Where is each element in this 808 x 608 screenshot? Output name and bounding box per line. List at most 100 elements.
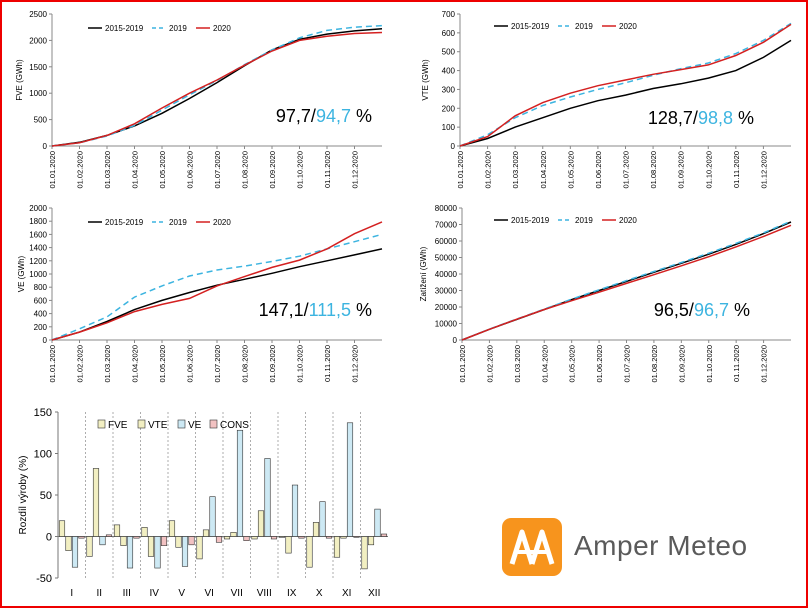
x-tick-label: 01.06.2020 (186, 345, 195, 383)
y-tick-label: 1500 (29, 63, 47, 72)
bar-ve (264, 458, 271, 537)
y-tick-label: 400 (34, 310, 48, 319)
ratio-accent: 94,7 (316, 106, 351, 126)
bar-fve (58, 520, 66, 537)
y-tick-label: 300 (442, 85, 456, 94)
legend-label: 2020 (619, 216, 637, 225)
legend-label: VE (188, 420, 202, 431)
y-tick-label: 1400 (29, 244, 47, 253)
x-tick-label: 01.11.2020 (732, 345, 741, 382)
y-tick-label: 100 (442, 123, 456, 132)
x-tick-label: IX (287, 588, 297, 599)
ratio-suffix: % (351, 106, 372, 126)
y-tick-label: 80000 (435, 204, 458, 213)
y-tick-label: 60000 (435, 237, 458, 246)
ve-chart: 0 200 400 600 800 1000 1200 1400 1600 1800 2000 01.… (17, 204, 383, 383)
x-tick-label: 01.01.2020 (48, 151, 57, 189)
y-tick-label: 100 (34, 449, 52, 461)
amper-meteo-logo-icon (502, 518, 562, 576)
x-tick-label: II (96, 588, 102, 599)
bar-vte (312, 522, 320, 537)
legend-label: 2020 (619, 22, 637, 31)
bar-ve (181, 536, 189, 567)
amper-meteo-logo: Amper Meteo (502, 518, 762, 578)
ratio-main: 147,1/ (259, 300, 309, 320)
bar-vte (120, 536, 127, 546)
legend-swatch (209, 419, 218, 429)
series-line-2019 (459, 22, 792, 147)
x-tick-label: VI (205, 588, 214, 599)
bar-cons (270, 536, 278, 540)
legend-swatch (97, 419, 106, 429)
y-tick-label: 40000 (435, 270, 458, 279)
series-line-2020 (51, 31, 383, 147)
y-tick-label: 10000 (435, 320, 458, 329)
y-tick-label: 1600 (29, 230, 47, 239)
legend-label: 2015-2019 (105, 24, 144, 33)
y-tick-label: 200 (34, 323, 48, 332)
x-tick-label: 01.03.2020 (513, 345, 522, 383)
series-line-20152019 (51, 248, 383, 341)
y-tick-label: 500 (34, 116, 48, 125)
x-tick-label: 01.05.2020 (566, 151, 575, 189)
x-tick-label: 01.08.2020 (241, 151, 250, 189)
ratio-annotation: 97,7/94,7 % (276, 106, 372, 126)
y-tick-label: 1200 (29, 257, 47, 266)
bar-fve (141, 527, 148, 537)
bar-vte (285, 536, 292, 554)
ratio-annotation: 96,5/96,7 % (654, 300, 750, 320)
x-tick-label: 01.07.2020 (622, 151, 631, 189)
bar-cons (298, 536, 305, 539)
x-tick-label: 01.02.2020 (76, 345, 85, 383)
ratio-suffix: % (729, 300, 750, 320)
y-tick-label: 700 (442, 10, 456, 19)
series-line-20152019 (459, 39, 792, 147)
x-tick-label: 01.03.2020 (103, 151, 112, 189)
ratio-annotation: 147,1/111,5 % (259, 300, 372, 320)
x-tick-label: 01.11.2020 (732, 151, 741, 188)
x-tick-label: 01.12.2020 (760, 345, 769, 383)
x-tick-label: 01.10.2020 (296, 345, 305, 383)
y-axis-label: VTE (GWh) (421, 59, 430, 101)
legend-label: VTE (148, 420, 168, 431)
bar-fve (86, 536, 93, 557)
bar-fve (168, 520, 176, 537)
bar-fve (251, 536, 258, 540)
x-tick-label: 01.05.2020 (158, 345, 167, 383)
y-tick-label: 1800 (29, 217, 47, 226)
logo-text: Amper Meteo (574, 530, 748, 561)
bar-cons (105, 534, 113, 537)
y-tick-label: 20000 (435, 303, 458, 312)
x-tick-label: 01.02.2020 (484, 151, 493, 189)
x-tick-label: 01.06.2020 (594, 151, 603, 189)
x-tick-label: 01.09.2020 (677, 151, 686, 189)
x-tick-label: 01.09.2020 (268, 345, 277, 383)
ratio-accent: 98,8 (698, 108, 733, 128)
x-tick-label: 01.10.2020 (296, 151, 305, 189)
bar-fve (196, 536, 203, 560)
bar-ve (374, 508, 381, 537)
x-tick-label: 01.07.2020 (213, 345, 222, 383)
y-tick-label: 800 (34, 283, 48, 292)
bar-fve (306, 536, 313, 568)
ratio-main: 128,7/ (648, 108, 698, 128)
x-tick-label: III (123, 588, 131, 599)
legend-label: 2019 (575, 22, 593, 31)
x-tick-label: 01.08.2020 (649, 151, 658, 189)
series-line-2020 (461, 224, 792, 341)
bar-ve (236, 429, 244, 537)
y-tick-label: -50 (36, 573, 52, 585)
x-tick-label: 01.09.2020 (268, 151, 277, 189)
bar-cons (133, 536, 140, 539)
y-tick-label: 200 (442, 104, 456, 113)
x-tick-label: I (70, 588, 73, 599)
zatizeni-chart: 0 10000 20000 30000 40000 50000 60000 70000 8000… (419, 204, 792, 383)
bar-fve (333, 536, 341, 558)
bar-vte (202, 529, 210, 537)
bar-vte (175, 536, 182, 548)
y-tick-label: 2000 (29, 36, 47, 45)
legend-label: 2020 (213, 218, 231, 227)
bar-ve (291, 484, 299, 537)
ratio-main: 97,7/ (276, 106, 316, 126)
x-tick-label: 01.08.2020 (241, 345, 250, 383)
